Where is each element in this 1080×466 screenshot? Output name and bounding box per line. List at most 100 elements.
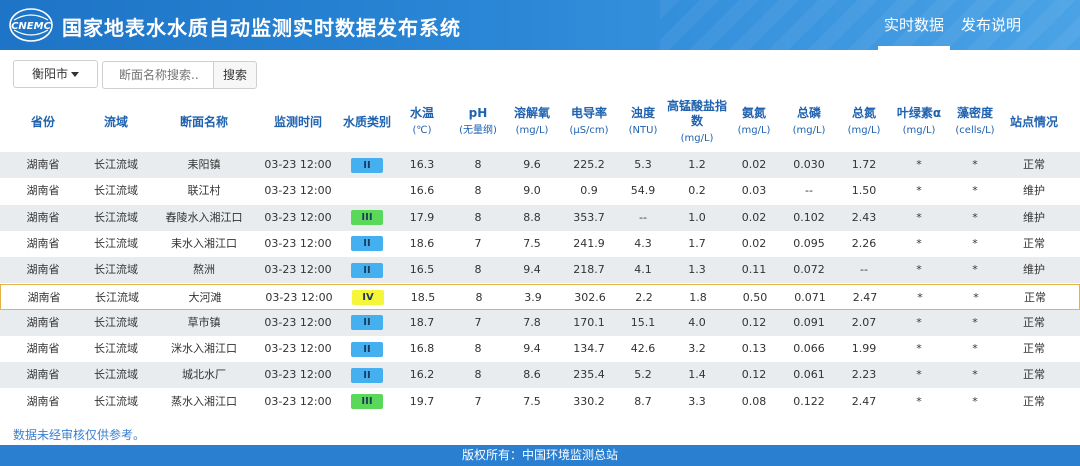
- cell-total-phosphorus: 0.072: [793, 263, 825, 277]
- chevron-down-icon: [71, 72, 80, 77]
- table-row[interactable]: 湖南省 长江流域 联江村 03-23 12:00 16.6 8 9.0 0.9 54.9 0.2 0…: [0, 178, 1080, 204]
- column-header-section-name: 断面名称: [154, 94, 254, 150]
- cell-total-nitrogen: --: [860, 263, 868, 277]
- cell-basin: 长江流域: [94, 210, 138, 224]
- city-select-value: 衡阳市: [32, 67, 69, 81]
- cell-dissolved-oxygen: 9.0: [523, 184, 541, 198]
- cell-chlorophyll: *: [916, 263, 922, 277]
- cell-ph: 7: [474, 315, 482, 329]
- water-grade-badge: IV: [352, 290, 384, 305]
- cell-total-nitrogen: 1.50: [851, 184, 877, 198]
- cell-turbidity: 4.3: [634, 236, 652, 250]
- column-header-total-phosphorus: 总磷 (mg/L): [784, 94, 834, 150]
- column-header-conductivity: 电导率 (μS/cm): [559, 94, 619, 150]
- table-row[interactable]: 湖南省 长江流域 耒水入湘江口 03-23 12:00 II 18.6 7 7.5 241.9 4…: [0, 231, 1080, 257]
- cell-ph: 8: [475, 290, 483, 304]
- cell-turbidity: 8.7: [634, 394, 652, 408]
- cell-chlorophyll: *: [916, 158, 922, 171]
- cell-station-status: 正常: [1023, 368, 1045, 382]
- cell-conductivity: 134.7: [573, 342, 605, 356]
- table-row[interactable]: 湖南省 长江流域 舂陵水入湘江口 03-23 12:00 III 17.9 8 8.8 353.…: [0, 204, 1080, 231]
- column-header-label: 高锰酸盐指数: [667, 98, 728, 128]
- cell-turbidity: --: [639, 210, 647, 224]
- cell-station-status: 维护: [1023, 184, 1045, 198]
- cell-permanganate-index: 1.0: [688, 210, 706, 224]
- cell-water-temp: 18.5: [410, 290, 436, 304]
- cell-water-temp: 19.7: [409, 394, 435, 408]
- cell-water-temp: 17.9: [409, 210, 435, 224]
- column-header-dissolved-oxygen: 溶解氧 (mg/L): [507, 94, 557, 150]
- search-button[interactable]: 搜索: [213, 61, 257, 89]
- cell-total-phosphorus: 0.102: [793, 210, 825, 224]
- nav-tab-release-notes[interactable]: 发布说明: [960, 16, 1021, 34]
- cell-section-name: 联江村: [187, 184, 221, 198]
- cell-water-temp: 16.3: [409, 158, 435, 171]
- column-header-ammonia-nitrogen: 氨氮 (mg/L): [734, 94, 774, 150]
- cell-ph: 8: [474, 158, 482, 171]
- cell-total-phosphorus: --: [805, 184, 813, 198]
- column-header-station-status: 站点情况: [1009, 94, 1059, 150]
- table-row[interactable]: 湖南省 长江流域 草市镇 03-23 12:00 II 18.7 7 7.8 170.1 15.1…: [0, 309, 1080, 336]
- column-header-label: 省份: [30, 114, 55, 129]
- cell-ammonia-nitrogen: 0.13: [741, 342, 767, 356]
- cell-ph: 7: [474, 236, 482, 250]
- cell-algae-density: *: [972, 158, 978, 171]
- header-decoration: [660, 0, 1080, 50]
- water-grade-badge: III: [351, 394, 383, 410]
- cell-algae-density: *: [972, 263, 978, 277]
- table-header: 省份 流域 断面名称 监测时间 水质类别 水温 (℃) pH (无量纲) 溶解氧 (mg/L) 电导率…: [0, 94, 1080, 150]
- cell-station-status: 正常: [1023, 315, 1045, 329]
- column-header-unit: (μS/cm): [569, 125, 609, 136]
- cell-monitor-time: 03-23 12:00: [264, 158, 332, 171]
- cell-section-name: 熬洲: [193, 263, 215, 277]
- cell-province: 湖南省: [26, 263, 60, 277]
- cell-ph: 8: [474, 210, 482, 224]
- column-header-label: 氨氮: [741, 106, 766, 120]
- cell-province: 湖南省: [26, 236, 60, 250]
- cell-total-phosphorus: 0.122: [793, 394, 825, 408]
- cell-province: 湖南省: [26, 315, 60, 329]
- column-header-monitor-time: 监测时间: [258, 94, 338, 150]
- cell-total-phosphorus: 0.066: [793, 342, 825, 356]
- cell-permanganate-index: 1.7: [688, 236, 706, 250]
- cell-total-nitrogen: 1.72: [851, 158, 877, 171]
- cell-monitor-time: 03-23 12:00: [264, 236, 332, 250]
- column-header-unit: (NTU): [628, 125, 658, 136]
- cell-conductivity: 225.2: [573, 158, 605, 171]
- cell-section-name: 耒阳镇: [187, 158, 221, 171]
- column-header-unit: (mg/L): [902, 125, 936, 136]
- table-row[interactable]: 湖南省 长江流域 蒸水入湘江口 03-23 12:00 III 19.7 7 7.5 330.2…: [0, 389, 1080, 415]
- column-header-label: 电导率: [570, 106, 607, 120]
- column-header-label: pH: [468, 106, 488, 120]
- table-row[interactable]: 湖南省 长江流域 城北水厂 03-23 12:00 II 16.2 8 8.6 235.4 5.2…: [0, 362, 1080, 389]
- table-row[interactable]: 湖南省 长江流域 洣水入湘江口 03-23 12:00 II 16.8 8 9.4 134.7 4…: [0, 336, 1080, 362]
- cell-section-name: 大河滩: [188, 290, 222, 304]
- cell-total-phosphorus: 0.061: [793, 368, 825, 382]
- cell-chlorophyll: *: [916, 315, 922, 329]
- cell-section-name: 草市镇: [187, 315, 221, 329]
- cell-monitor-time: 03-23 12:00: [265, 290, 333, 304]
- cell-algae-density: *: [972, 236, 978, 250]
- cell-ammonia-nitrogen: 0.02: [741, 158, 767, 171]
- table-row[interactable]: 湖南省 长江流域 熬洲 03-23 12:00 II 16.5 8 9.4 218.7 4.1 1.…: [0, 257, 1080, 284]
- cell-ph: 8: [474, 342, 482, 356]
- cell-conductivity: 302.6: [574, 290, 606, 304]
- nav-tab-realtime-data[interactable]: 实时数据: [878, 0, 950, 50]
- cell-water-grade: III: [337, 389, 397, 415]
- column-header-label: 总磷: [796, 106, 821, 120]
- cell-water-grade: II: [337, 310, 397, 336]
- cell-dissolved-oxygen: 8.6: [523, 368, 541, 382]
- cell-province: 湖南省: [26, 342, 60, 356]
- column-header-label: 监测时间: [273, 114, 322, 129]
- cell-chlorophyll: *: [916, 342, 922, 356]
- cell-basin: 长江流域: [94, 236, 138, 250]
- city-select[interactable]: 衡阳市: [13, 60, 98, 88]
- column-header-label: 断面名称: [179, 114, 228, 129]
- section-search-input[interactable]: [102, 61, 214, 89]
- cell-total-nitrogen: 2.07: [851, 315, 877, 329]
- cell-monitor-time: 03-23 12:00: [264, 184, 332, 198]
- table-row[interactable]: 湖南省 长江流域 耒阳镇 03-23 12:00 II 16.3 8 9.6 225.2 5.3 1…: [0, 152, 1080, 178]
- table-row[interactable]: 湖南省 长江流域 大河滩 03-23 12:00 IV 18.5 8 3.9 302.6 2.2 1…: [0, 283, 1080, 310]
- column-header-ph: pH (无量纲): [453, 94, 503, 150]
- cell-water-grade: II: [337, 231, 397, 257]
